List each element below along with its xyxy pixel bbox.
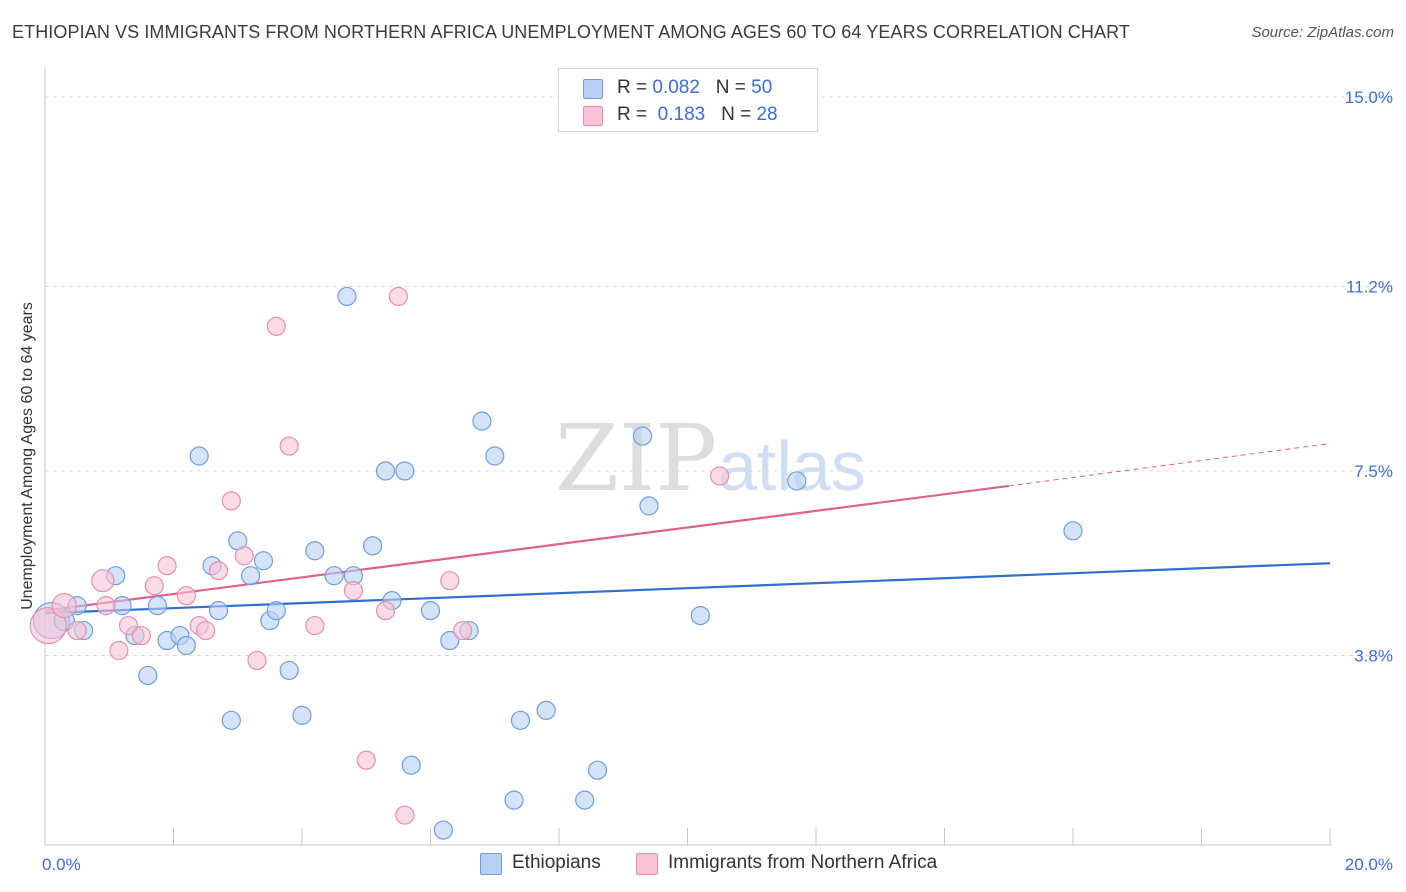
series-swatch-nafrica xyxy=(636,853,658,875)
point-nafrica-14 xyxy=(221,491,241,511)
trend-line-ethiopians xyxy=(44,562,1331,615)
y-tick-label-1: 7.5% xyxy=(1354,462,1393,481)
point-ethiopians-22 xyxy=(292,705,312,725)
legend-r-ethiopians: R = 0.082 N = 50 xyxy=(617,77,773,98)
x-tick-label-0: 0.0% xyxy=(42,855,81,874)
point-ethiopians-34 xyxy=(440,630,460,651)
point-ethiopians-23 xyxy=(305,541,325,561)
point-nafrica-0 xyxy=(29,606,67,645)
point-nafrica-13 xyxy=(208,561,229,581)
legend-swatch-ethiopians xyxy=(583,79,603,99)
point-ethiopians-36 xyxy=(472,411,492,431)
point-nafrica-20 xyxy=(343,581,363,601)
point-nafrica-23 xyxy=(388,286,408,307)
point-nafrica-17 xyxy=(266,316,286,336)
point-ethiopians-15 xyxy=(221,710,241,730)
trend-lines xyxy=(44,443,1331,615)
point-ethiopians-11 xyxy=(176,635,196,656)
data-points xyxy=(29,286,1083,840)
point-nafrica-18 xyxy=(279,436,299,456)
y-tick-label-0: 3.8% xyxy=(1354,646,1393,665)
point-ethiopians-40 xyxy=(536,700,556,720)
watermark-zip: ZIP xyxy=(555,405,717,512)
point-ethiopians-5 xyxy=(112,596,132,616)
point-ethiopians-7 xyxy=(138,665,158,686)
point-ethiopians-24 xyxy=(324,566,344,586)
axes xyxy=(44,68,1332,846)
point-ethiopians-46 xyxy=(787,471,807,491)
point-ethiopians-47 xyxy=(1063,521,1083,541)
point-ethiopians-17 xyxy=(241,566,261,586)
point-nafrica-19 xyxy=(305,615,325,636)
legend-swatch-nafrica xyxy=(583,106,603,126)
point-nafrica-21 xyxy=(356,750,376,770)
point-nafrica-6 xyxy=(118,615,139,636)
y-tick-label-2: 11.2% xyxy=(1346,277,1393,296)
point-ethiopians-42 xyxy=(587,760,608,780)
point-ethiopians-18 xyxy=(253,551,274,571)
point-nafrica-16 xyxy=(247,650,267,671)
point-nafrica-12 xyxy=(196,620,216,641)
point-nafrica-15 xyxy=(234,546,254,566)
point-ethiopians-39 xyxy=(510,710,531,730)
x-tick-label-1: 20.0% xyxy=(1345,855,1393,874)
point-ethiopians-43 xyxy=(632,426,653,446)
point-nafrica-4 xyxy=(96,596,116,616)
point-nafrica-27 xyxy=(710,466,730,486)
y-tick-label-3: 15.0% xyxy=(1345,88,1393,107)
tick-labels: 3.8% 7.5% 11.2% 15.0% 0.0% 20.0% xyxy=(42,88,1393,874)
point-nafrica-9 xyxy=(157,556,177,576)
series-label-ethiopians: Ethiopians xyxy=(512,852,601,873)
point-nafrica-26 xyxy=(453,620,473,641)
point-ethiopians-25 xyxy=(337,286,357,307)
gridlines xyxy=(45,96,1392,656)
point-ethiopians-8 xyxy=(147,596,168,616)
point-ethiopians-33 xyxy=(433,820,453,840)
point-ethiopians-45 xyxy=(690,605,710,626)
point-nafrica-22 xyxy=(375,601,396,621)
point-ethiopians-28 xyxy=(375,461,396,481)
chart-source: Source: ZipAtlas.com xyxy=(1251,24,1394,41)
point-ethiopians-38 xyxy=(504,790,524,810)
chart-title: ETHIOPIAN VS IMMIGRANTS FROM NORTHERN AF… xyxy=(12,22,1130,42)
point-nafrica-3 xyxy=(91,569,115,593)
point-ethiopians-31 xyxy=(401,755,421,775)
point-ethiopians-37 xyxy=(485,446,505,466)
point-ethiopians-14 xyxy=(208,601,229,621)
point-nafrica-10 xyxy=(176,586,196,606)
point-ethiopians-32 xyxy=(420,601,441,621)
point-ethiopians-21 xyxy=(279,660,299,681)
point-ethiopians-30 xyxy=(395,461,415,481)
point-nafrica-24 xyxy=(395,805,415,825)
point-ethiopians-20 xyxy=(266,601,286,621)
series-swatch-ethiopians xyxy=(480,853,502,875)
point-nafrica-1 xyxy=(51,593,77,619)
series-label-nafrica: Immigrants from Northern Africa xyxy=(668,852,938,873)
point-nafrica-7 xyxy=(131,625,151,646)
correlation-legend: R = 0.082 N = 50 R = 0.183 N = 28 xyxy=(558,68,818,132)
trend-line-nafrica xyxy=(44,484,1009,612)
point-ethiopians-44 xyxy=(639,496,659,516)
trend-line-nafrica-extension xyxy=(1008,443,1331,487)
point-nafrica-5 xyxy=(109,640,129,661)
point-nafrica-8 xyxy=(144,576,164,596)
watermark-atlas: atlas xyxy=(718,427,866,505)
point-nafrica-2 xyxy=(67,620,87,641)
point-ethiopians-41 xyxy=(575,790,595,810)
point-nafrica-25 xyxy=(440,571,460,591)
legend-r-nafrica: R = 0.183 N = 28 xyxy=(617,104,778,125)
watermark: ZIP atlas xyxy=(555,405,866,512)
y-axis-label: Unemployment Among Ages 60 to 64 years xyxy=(19,302,36,610)
point-ethiopians-12 xyxy=(189,446,209,466)
point-ethiopians-27 xyxy=(363,536,383,556)
